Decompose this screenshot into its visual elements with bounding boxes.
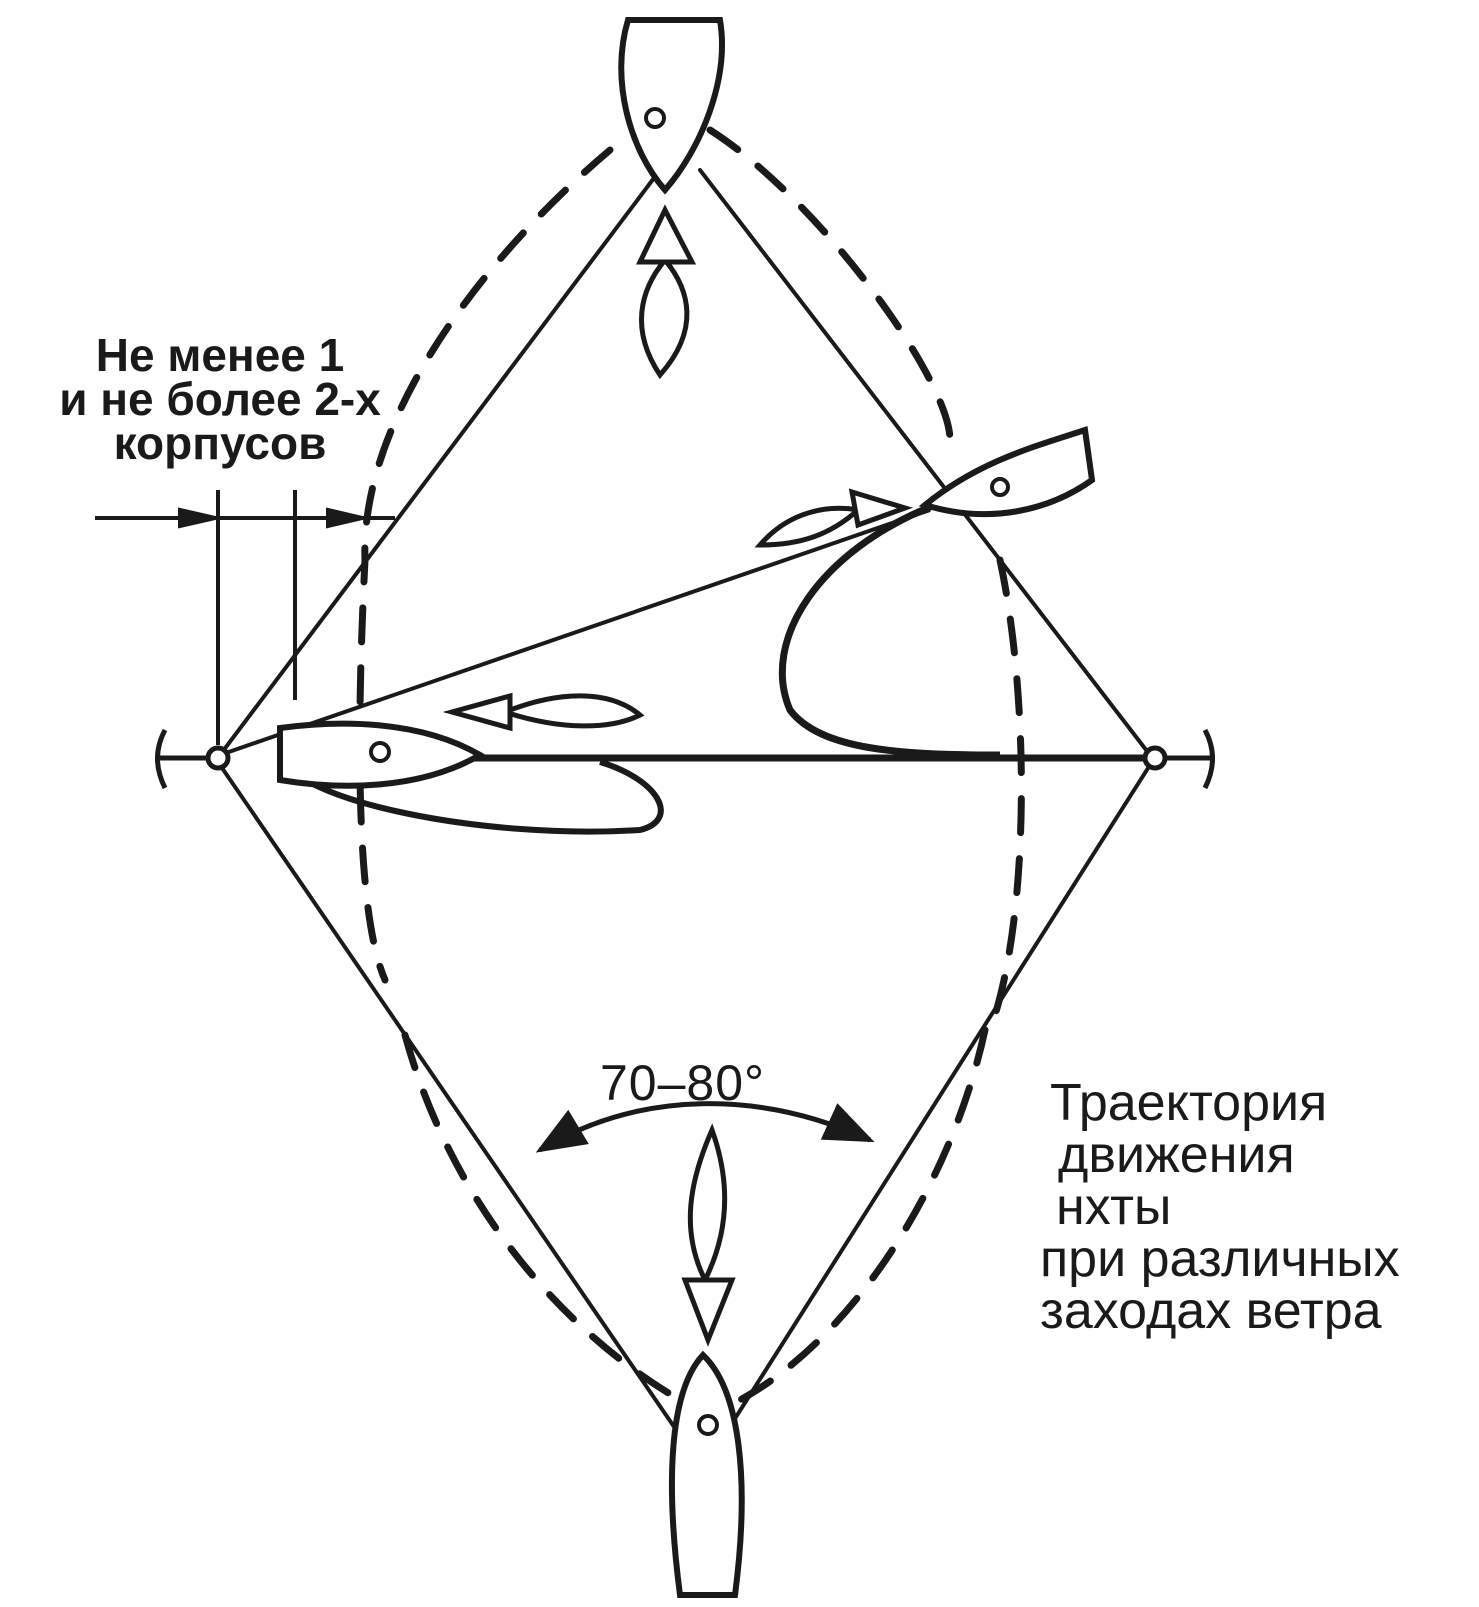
trajectory-label-line-3: нхты (1056, 1178, 1172, 1236)
boat-bottom (668, 1350, 745, 1598)
mark-axis (219, 508, 1150, 762)
trajectory-label-line-2: движения (1058, 1126, 1295, 1184)
right-mark-circle (1142, 745, 1168, 771)
angle-arc (535, 1101, 875, 1153)
boat-top-mast-icon (644, 107, 666, 129)
boat-right (918, 426, 1096, 518)
spacing-label-line-2: и не более 2-х (59, 373, 381, 425)
trajectory-label-line-5: заходах ветра (1040, 1282, 1382, 1340)
spacing-label-line-3: корпусов (113, 417, 327, 469)
wind-arrow-bottom-icon (687, 1123, 728, 1286)
angle-label: 70–80° (600, 1055, 766, 1111)
spacing-label-line-1: Не менее 1 (95, 329, 345, 381)
left-mark (155, 728, 231, 790)
rhombus-edge-lower-right (713, 763, 1152, 1452)
boat-right-mast-icon (990, 477, 1010, 497)
trajectory-label: Траектория движения нхты при различных з… (1040, 1074, 1400, 1337)
boat-left-mast-icon (369, 741, 391, 763)
wind-arrow-bottom (681, 1123, 736, 1347)
dimension-arrow-right-icon (326, 507, 363, 529)
wind-arrow-top (636, 204, 697, 380)
boat-bottom-hull-icon (668, 1350, 745, 1598)
wind-arrow-right (754, 488, 913, 548)
left-mark-circle (205, 745, 231, 771)
wind-arrow-left (442, 692, 645, 732)
rhombus-edge-lower-left (218, 763, 692, 1452)
angle-indicator (535, 1101, 875, 1153)
turning-loop-right (778, 501, 1001, 759)
dimension-arrow-left-icon (178, 507, 216, 529)
boat-top-hull-icon (618, 17, 725, 195)
boat-right-hull-icon (918, 426, 1096, 518)
wind-arrow-top-icon (639, 256, 690, 380)
beam-line-upper (219, 508, 931, 757)
dashed-lower-left (401, 1031, 684, 1404)
trajectory-label-line-4: при различных (1040, 1230, 1400, 1288)
spacing-dimension (95, 490, 395, 745)
dashed-right-arc (706, 126, 1025, 1034)
left-mark-anchor-icon (155, 728, 168, 790)
dashed-trajectory (356, 126, 1025, 1404)
rhombus-edge-upper-right (698, 168, 1152, 757)
trajectory-label-line-1: Траектория (1050, 1074, 1328, 1132)
boat-left (277, 720, 486, 789)
spacing-label: Не менее 1 и не более 2-х корпусов (20, 329, 420, 469)
boat-top (618, 17, 725, 195)
wind-arrow-left-icon (497, 693, 645, 729)
boat-bottom-mast-icon (697, 1414, 719, 1436)
right-mark (1142, 728, 1215, 790)
dashed-lower-right (736, 1026, 989, 1404)
dashed-left-arc (356, 146, 614, 984)
